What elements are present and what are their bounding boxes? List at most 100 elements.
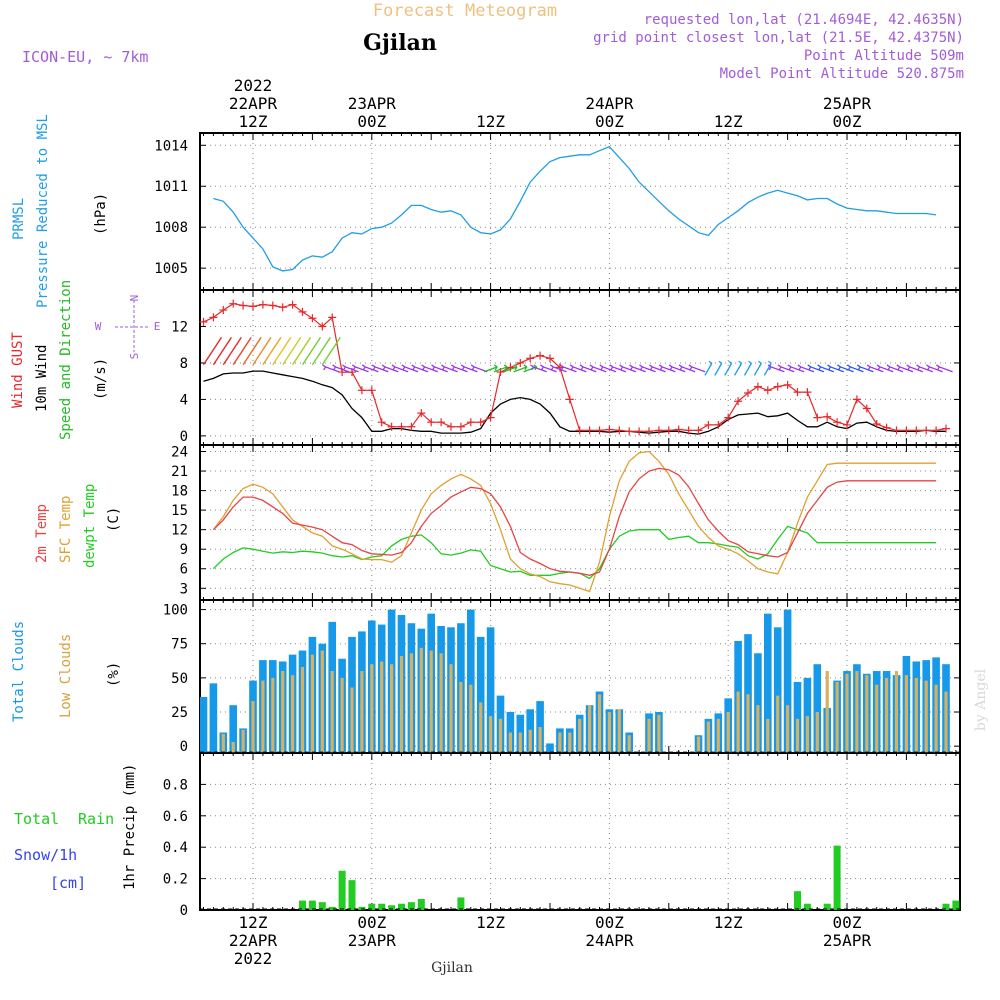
precip-bar [833, 845, 841, 910]
panel-3: 3 6 9 12 15 18 21 24 [171, 444, 961, 601]
cloud-low-bar [370, 664, 374, 753]
wind-direction-arrow [540, 364, 557, 373]
wind-direction-arrow [322, 364, 340, 373]
wind-direction-arrow [483, 364, 498, 373]
wind-direction-arrow [767, 364, 785, 373]
wind-barb-arrow [202, 337, 223, 366]
cloud-low-bar [597, 694, 602, 753]
wind-direction-arrow [896, 364, 914, 373]
cloud-low-bar [845, 673, 849, 753]
wind-direction-arrow [886, 364, 904, 373]
wind-direction-arrow [807, 364, 825, 373]
temp-label-dew: dewpt Temp [82, 484, 98, 568]
gust-marker [783, 380, 792, 389]
model-name: ICON-EU, ~ 7km [22, 48, 148, 66]
pressure-line [213, 145, 937, 272]
wind-barb-arrow [292, 337, 312, 366]
wind-direction-arrow [876, 364, 894, 373]
precip-label-cm: [cm] [50, 874, 86, 892]
cloud-low-bar [439, 653, 443, 753]
precip-label-total: Total [14, 810, 59, 828]
cloud-low-bar [776, 695, 780, 753]
wind-direction-arrow [777, 364, 795, 373]
cloud-low-bar [231, 742, 235, 753]
cloud-total-bar [773, 627, 782, 753]
y-tick-label: 0.4 [163, 840, 188, 856]
cloud-total-bar [506, 712, 515, 753]
cloud-low-bar [825, 671, 829, 753]
top-time-hour: 00Z [357, 112, 386, 131]
y-tick-label: 0.2 [163, 872, 188, 888]
y-tick-label: 0 [180, 903, 188, 919]
wind-label-dir: Speed and Direction [58, 280, 74, 440]
cloud-low-bar [380, 661, 384, 753]
footer-location: Gjilan [431, 960, 473, 976]
dewpoint-line [212, 525, 937, 580]
top-time-date: 25APR [823, 94, 872, 113]
y-tick-label: 4 [180, 392, 188, 408]
gust-marker [635, 427, 644, 436]
gust-marker [377, 418, 386, 427]
wind-unit: (m/s) [93, 358, 109, 400]
cloud-low-bar [736, 691, 740, 753]
precip-bar [318, 902, 326, 910]
wind-direction-arrow [926, 364, 943, 373]
y-tick-label: 9 [180, 542, 188, 558]
panel-4: 0 25 50 75 100 [163, 599, 961, 755]
gust-marker [585, 426, 594, 435]
precip-bar [348, 880, 356, 910]
wind-direction-arrow [559, 364, 577, 373]
precip-bar [803, 903, 811, 910]
precip-bar [417, 899, 425, 910]
cloud-low-bar [617, 709, 621, 753]
cloud-total-bar [536, 701, 544, 753]
cloud-total-bar [783, 609, 792, 753]
cloud-low-bar [558, 732, 562, 753]
bottom-time-date: 25APR [823, 931, 872, 950]
gust-marker [852, 395, 861, 404]
y-tick-label: 1008 [154, 220, 188, 236]
cloud-low-bar [924, 680, 928, 753]
bottom-time-date: 23APR [348, 931, 397, 950]
wind-barb-arrow [242, 337, 262, 366]
cloud-low-bar [865, 675, 869, 753]
gust-marker [813, 413, 822, 422]
wind-direction-arrow [704, 360, 713, 376]
cloud-low-bar [538, 727, 542, 753]
wind-direction-arrow [450, 364, 468, 373]
credit-label: by Angel [973, 668, 989, 731]
wind-direction-arrow [658, 364, 676, 373]
gust-marker [209, 313, 218, 322]
gust-marker [922, 426, 931, 435]
wind-direction-arrow [530, 364, 547, 373]
wind-direction-arrow [549, 364, 567, 373]
bottom-time-hour: 12Z [476, 913, 505, 932]
cloud-low-bar [786, 705, 790, 753]
pressure-unit: (hPa) [93, 193, 109, 235]
wind-barb-arrow [301, 337, 322, 366]
gust-marker [476, 418, 485, 427]
gust-marker [862, 404, 871, 413]
gust-marker [912, 426, 921, 435]
cloud-total-bar [793, 681, 802, 753]
point-altitude: Point Altitude 509m [804, 48, 964, 64]
wind-barb-arrow [212, 337, 232, 366]
y-tick-label: 1005 [154, 261, 188, 277]
gust-marker [417, 409, 426, 418]
cloud-low-bar [588, 705, 592, 753]
precip-label-rain: Rain [78, 810, 114, 828]
precip-bar [823, 903, 831, 910]
precip-bar [328, 906, 336, 910]
cloud-low-bar [221, 733, 225, 753]
gridpoint-coords: grid point closest lon,lat (21.5E, 42.43… [593, 30, 964, 46]
pressure-label-prmsl: PRMSL [11, 198, 27, 240]
wind-barb-arrow [311, 337, 331, 366]
gust-marker [387, 422, 396, 431]
cloud-low-bar [934, 684, 938, 753]
gust-marker [892, 426, 901, 435]
wind-direction-arrow [866, 364, 884, 373]
gust-marker [298, 307, 307, 316]
cloud-low-bar [330, 671, 334, 753]
wind-direction-arrow [837, 364, 854, 373]
gust-marker [803, 388, 812, 397]
